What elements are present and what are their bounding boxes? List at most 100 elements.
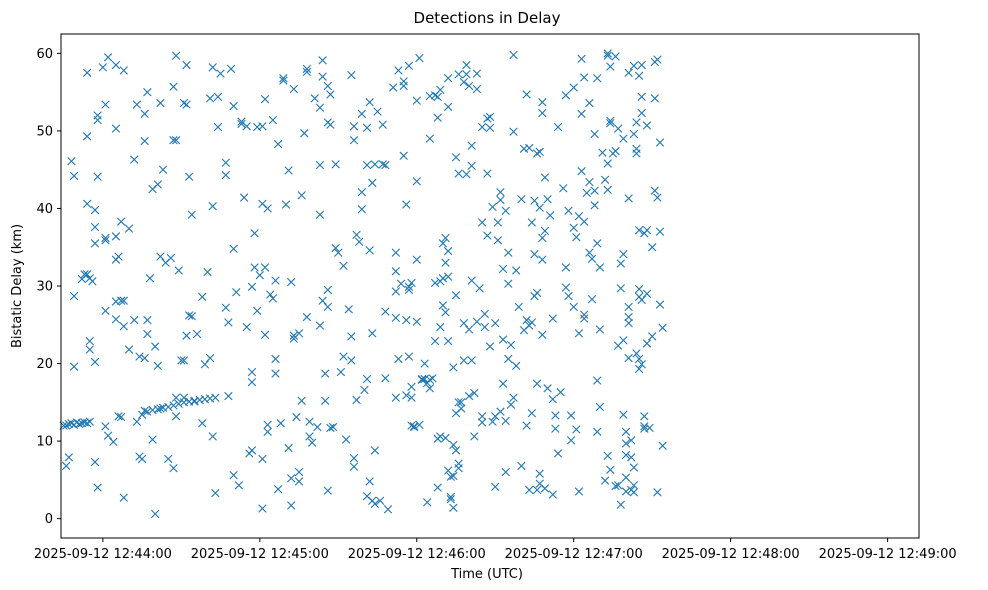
data-point [198,419,207,428]
data-point [412,255,421,264]
data-point [593,74,602,83]
data-point [179,356,189,365]
data-point [156,98,165,108]
data-point [454,70,463,79]
data-point [517,194,526,204]
x-tick-label: 2025-09-12 12:44:00 [34,547,172,562]
data-point [538,108,547,118]
data-point [436,432,445,441]
data-point [273,484,283,494]
data-point [271,354,280,364]
data-point [642,289,652,298]
data-point [511,361,521,371]
data-point [211,488,220,498]
data-point [538,98,547,107]
data-point [491,482,500,492]
data-point [297,396,306,405]
data-point [169,136,178,145]
data-point [443,336,453,346]
data-point [297,191,306,200]
data-point [378,120,387,129]
data-point [616,259,625,268]
data-point [493,236,503,245]
data-point [260,263,270,272]
data-point [514,302,523,312]
data-point [624,302,633,312]
data-point [535,469,544,478]
data-point [140,109,149,119]
data-point [323,302,333,312]
data-point [402,315,411,325]
data-point [593,427,602,436]
data-point [124,224,134,233]
data-point [198,292,207,302]
data-point [412,317,421,326]
data-point [415,53,424,63]
data-point [449,440,458,450]
data-point [647,243,657,252]
data-point [119,66,128,75]
data-point [624,353,633,363]
data-point [347,332,356,341]
data-point [208,201,217,211]
data-point [171,412,181,421]
data-point [355,237,364,246]
data-point [268,115,278,125]
data-point [603,185,612,195]
data-point [501,467,510,477]
data-point [483,114,492,123]
data-point [632,349,641,358]
data-point [310,94,319,103]
data-point [506,340,516,350]
data-point [119,322,128,331]
data-point [634,71,644,81]
data-point [498,264,508,274]
data-point [166,253,176,263]
data-point [457,398,466,407]
data-point [62,461,71,471]
data-point [98,63,108,72]
data-point [407,421,416,430]
data-point [101,422,110,431]
data-point [632,118,641,127]
data-point [101,236,110,245]
data-point [260,94,270,104]
data-point [538,233,547,243]
data-point [454,464,463,473]
data-point [370,160,380,169]
data-point [407,382,416,391]
data-point [255,270,264,280]
y-tick-label: 40 [36,202,53,217]
x-tick-label: 2025-09-12 12:48:00 [662,547,800,562]
data-point [527,218,537,227]
data-point [234,481,244,490]
data-point [498,335,508,344]
data-point [247,282,257,291]
data-point [430,336,440,346]
data-point [467,161,476,171]
data-point [425,384,435,393]
data-point [368,178,377,188]
data-point [449,503,458,512]
data-point [642,225,652,235]
data-point [642,339,652,348]
data-point [258,504,267,513]
data-point [449,471,458,481]
data-point [593,376,602,385]
data-point [543,384,552,393]
data-point [253,306,262,316]
data-point [464,81,474,91]
data-point [561,263,571,272]
data-point [545,211,555,220]
data-point [540,173,550,182]
data-point [88,277,97,286]
data-point [334,248,343,257]
data-point [637,92,646,101]
data-point [247,367,257,377]
data-point [381,307,390,316]
data-point [493,218,503,227]
data-point [75,419,84,429]
data-point [603,159,612,168]
data-point [637,60,646,70]
data-point [208,63,217,72]
